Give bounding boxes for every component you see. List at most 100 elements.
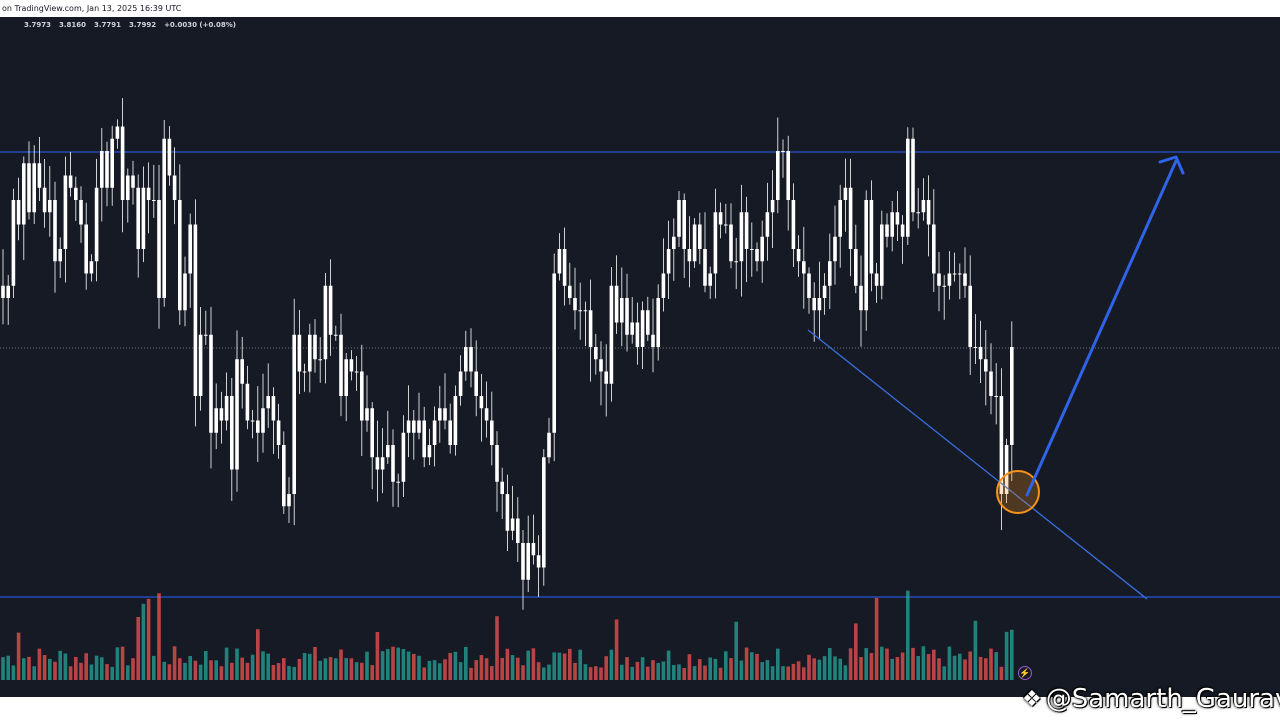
projection-arrow-line [1025,159,1178,497]
candle-body [354,371,359,373]
volume-bar [386,649,390,680]
volume-bar [588,667,593,680]
candle-body [968,285,972,347]
candle-body [781,151,785,152]
lightning-icon[interactable]: ⚡ [1018,666,1032,680]
candle-body [802,261,806,274]
candle-body [219,408,224,421]
candle-body [412,420,416,433]
candle-body [136,187,140,249]
volume-bar [859,657,863,680]
ohlc-change: +0.0030 (+0.08%) [164,21,236,29]
volume-bar [157,593,161,680]
volume-bar [926,654,931,680]
candle-body [651,334,655,347]
candle-body [318,359,322,361]
candle-body [167,138,172,176]
candle-body [380,457,385,470]
watermark-text: @Samarth_Gaurav [1045,684,1280,714]
volume-bar [536,662,541,680]
volume-bar [656,662,660,680]
candle-body [256,420,260,433]
candle-body [349,359,354,372]
candle-body [916,212,920,214]
candle-body [157,200,161,298]
candle-body [583,310,588,312]
candle-body [141,187,146,249]
volume-bar [48,658,52,680]
volume-bar [318,660,322,680]
volume-bar [406,651,411,680]
volume-bar [256,629,260,680]
volume-bar [692,666,697,680]
volume-bar [495,616,499,680]
candle-body [604,371,608,384]
candle-body [568,285,572,298]
candle-body [718,212,723,225]
volume-bar [250,654,255,680]
candle-body [443,408,447,421]
volume-bar [646,666,650,680]
volume-bar [755,653,759,680]
candle-body [360,371,364,421]
volume-bar [63,653,68,680]
candle-body [796,249,801,262]
volume-bar [666,650,671,680]
volume-bar [370,665,374,680]
candle-body [391,445,395,482]
candle-body [900,224,905,237]
candle-body [926,200,931,225]
source-text: on TradingView.com, Jan 13, 2025 16:39 U… [2,4,182,13]
candle-body [573,298,577,311]
volume-bar [734,621,738,680]
candle-body [448,420,452,445]
volume-bar [542,667,546,680]
volume-bar [380,651,385,680]
candle-body [942,285,946,287]
chart-panel[interactable]: 3.7973 3.8160 3.7791 3.7992 +0.0030 (+0.08%) [0,17,1280,697]
candle-body [869,200,874,274]
volume-bar [22,658,26,680]
volume-bar [32,666,36,680]
ohlc-low: 3.7791 [94,21,122,29]
volume-bar [713,658,718,680]
volume-bar [640,657,645,680]
volume-bar [146,598,151,680]
candle-body [630,322,634,335]
candle-body [417,420,421,433]
candle-body [214,408,218,433]
volume-bar [235,648,239,680]
source-header: on TradingView.com, Jan 13, 2025 16:39 U… [0,0,1280,17]
volume-bar [27,656,31,680]
candle-body [760,236,764,262]
volume-bar [115,647,120,680]
candle-body [245,383,250,421]
candle-body [16,200,21,225]
candle-body [204,334,208,336]
candle-body [1004,445,1009,494]
candle-body [63,175,68,249]
volume-bar [703,665,707,680]
volume-bar [895,657,900,680]
candle-body [469,347,473,372]
volume-bar [698,659,702,680]
candle-body [776,151,780,200]
volume-bar [58,650,62,680]
volume-bar [240,657,244,680]
candle-body [22,163,26,225]
candle-body [552,273,556,433]
candle-body [100,151,104,188]
volume-bar [843,665,848,680]
candle-body [53,200,57,262]
volume-bar [349,658,354,680]
candle-body [42,187,47,213]
candle-body [812,298,816,311]
candle-body [635,322,640,347]
volume-bar [427,660,432,680]
price-chart[interactable] [0,17,1280,697]
candle-body [178,200,182,311]
candle-body [656,298,660,347]
candle-body [224,396,229,421]
volume-bar [744,647,749,680]
candle-body [479,396,484,409]
